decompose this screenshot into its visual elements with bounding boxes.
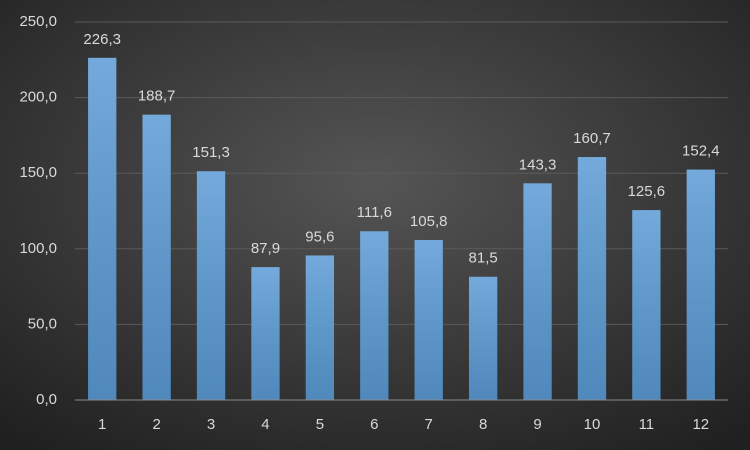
data-label: 152,4 (682, 143, 720, 160)
data-label: 160,7 (573, 130, 611, 147)
data-label: 87,9 (251, 240, 280, 257)
x-tick-label: 1 (98, 416, 106, 433)
bar (251, 267, 280, 400)
x-tick-label: 3 (207, 416, 215, 433)
x-tick-label: 10 (584, 416, 601, 433)
y-tick-label: 250,0 (19, 13, 57, 30)
x-tick-label: 9 (533, 416, 541, 433)
bar (360, 231, 389, 400)
data-label: 105,8 (410, 213, 448, 230)
bar (414, 240, 443, 400)
bar (196, 171, 226, 400)
x-tick-label: 12 (692, 416, 709, 433)
data-label: 151,3 (192, 144, 230, 161)
data-label: 95,6 (305, 228, 334, 245)
data-label: 111,6 (357, 204, 392, 221)
y-tick-label: 50,0 (28, 315, 57, 332)
x-tick-label: 8 (479, 416, 487, 433)
data-label: 226,3 (83, 31, 121, 48)
y-tick-label: 100,0 (19, 240, 57, 257)
bar (632, 210, 661, 400)
bar (523, 183, 552, 400)
bar (88, 57, 117, 400)
x-tick-label: 5 (316, 416, 324, 433)
y-tick-label: 150,0 (19, 164, 57, 181)
x-tick-label: 4 (261, 416, 269, 433)
data-label: 81,5 (469, 250, 498, 267)
bar (577, 157, 607, 400)
x-tick-label: 11 (639, 416, 655, 433)
bar (468, 276, 498, 400)
x-tick-label: 6 (370, 416, 378, 433)
y-tick-label: 200,0 (19, 89, 57, 106)
x-tick-label: 7 (425, 416, 433, 433)
y-tick-label: 0,0 (36, 391, 57, 408)
bar (305, 255, 335, 400)
data-label: 125,6 (628, 183, 666, 200)
x-tick-label: 2 (152, 416, 160, 433)
bar (142, 114, 171, 400)
data-label: 143,3 (519, 156, 557, 173)
data-label: 188,7 (138, 88, 176, 105)
bar (686, 169, 715, 400)
